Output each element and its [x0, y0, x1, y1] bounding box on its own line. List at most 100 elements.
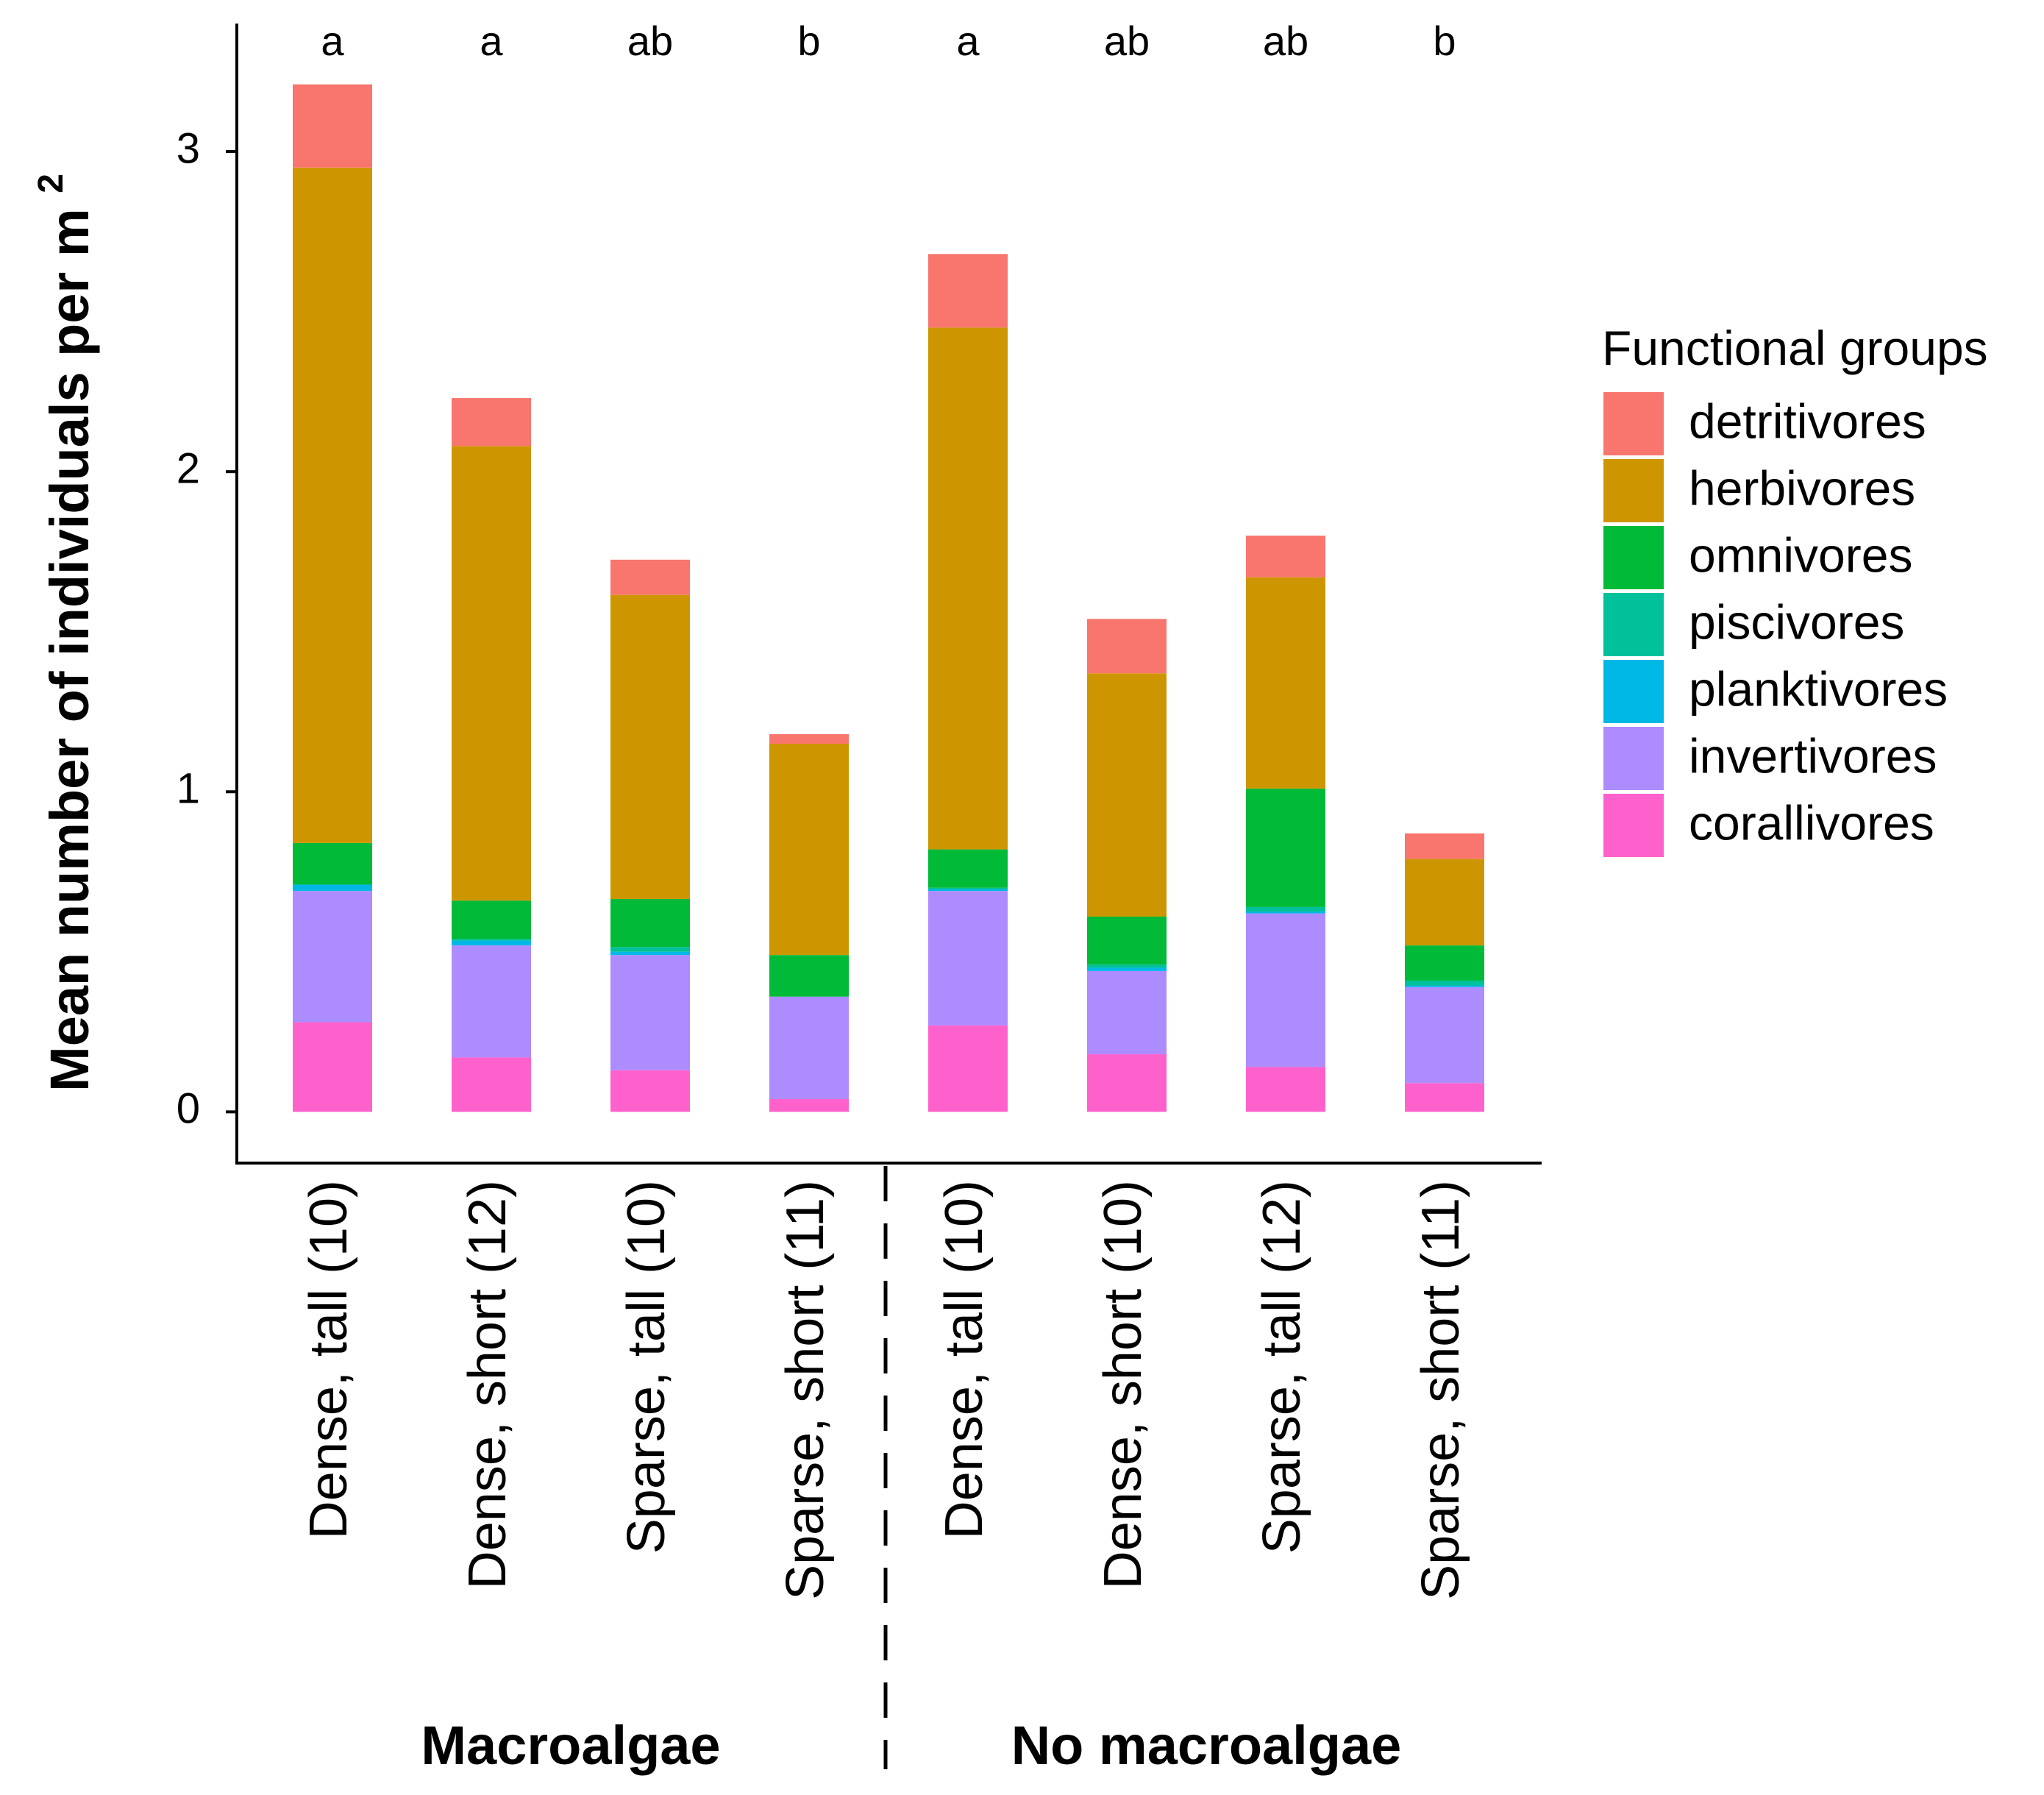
bar-segment-invertivores-7: [1246, 913, 1325, 1067]
bar-segment-piscivores-8: [1405, 980, 1484, 986]
legend-label-piscivores: piscivores: [1689, 594, 1904, 649]
legend-label-omnivores: omnivores: [1689, 527, 1912, 582]
bar-segment-corallivores-8: [1405, 1083, 1484, 1112]
bar-segment-planktivores-7: [1246, 911, 1325, 914]
significance-letter-8: b: [1433, 18, 1456, 64]
legend-label-detritivores: detritivores: [1689, 394, 1926, 448]
category-labels: Dense, tall (10) Dense, short (12) Sparse,…: [299, 1180, 1470, 1600]
bar-stack-3: [610, 559, 690, 1112]
bar-segment-detritivores-3: [610, 559, 690, 595]
category-label-2: Dense, short (12): [458, 1180, 517, 1589]
bar-segment-invertivores-4: [769, 996, 849, 1099]
y-tick-label-2: 2: [177, 444, 200, 492]
y-tick-label-1: 1: [177, 765, 200, 813]
legend-swatch-detritivores: [1603, 392, 1664, 455]
legend-swatch-invertivores: [1603, 727, 1664, 790]
significance-letter-1: a: [321, 18, 344, 64]
bar-segment-herbivores-5: [928, 327, 1008, 850]
legend: Functional groups detritivores herbivores…: [1602, 321, 1988, 857]
bar-segment-detritivores-2: [452, 398, 531, 447]
legend-swatch-herbivores: [1603, 459, 1664, 522]
bar-stack-7: [1246, 536, 1325, 1112]
bar-segment-invertivores-8: [1405, 987, 1484, 1084]
y-axis-title-superscript: 2: [32, 174, 71, 193]
category-label-7: Sparse, tall (12): [1253, 1180, 1311, 1554]
bar-segment-invertivores-5: [928, 891, 1008, 1026]
bar-segment-planktivores-2: [452, 940, 531, 946]
bar-stack-5: [928, 254, 1008, 1112]
bar-stack-8: [1405, 833, 1484, 1112]
bar-segment-omnivores-4: [769, 955, 849, 997]
bar-segment-invertivores-6: [1087, 970, 1167, 1055]
significance-letter-2: a: [480, 18, 503, 64]
bar-segment-omnivores-8: [1405, 945, 1484, 981]
significance-letter-4: b: [797, 18, 820, 64]
significance-letters: a a ab b a ab ab b: [321, 18, 1456, 64]
y-axis-title: Mean number of individuals per m 2: [32, 174, 100, 1092]
bar-segment-corallivores-5: [928, 1025, 1008, 1112]
bars-layer: [293, 84, 1484, 1112]
bar-segment-corallivores-1: [293, 1022, 372, 1112]
bar-segment-herbivores-2: [452, 446, 531, 901]
category-label-3: Sparse, tall (10): [617, 1180, 676, 1554]
axes-layer: [235, 24, 1542, 1769]
group-label-1: Macroalgae: [421, 1715, 720, 1776]
y-axis-title-text: Mean number of individuals per m: [39, 208, 100, 1092]
bar-segment-omnivores-1: [293, 842, 372, 885]
legend-swatch-omnivores: [1603, 526, 1664, 589]
bar-segment-planktivores-8: [1405, 985, 1484, 987]
y-ticks: 0 1 2 3: [177, 124, 237, 1133]
bar-segment-omnivores-7: [1246, 788, 1325, 907]
bar-segment-detritivores-5: [928, 254, 1008, 328]
significance-letter-7: ab: [1263, 18, 1308, 64]
bar-stack-2: [452, 398, 531, 1112]
legend-swatch-piscivores: [1603, 593, 1664, 656]
bar-stack-4: [769, 733, 849, 1112]
significance-letter-5: a: [956, 18, 980, 64]
bar-segment-omnivores-5: [928, 849, 1008, 888]
bar-segment-corallivores-7: [1246, 1067, 1325, 1112]
bar-segment-omnivores-3: [610, 899, 690, 948]
bar-segment-detritivores-6: [1087, 619, 1167, 674]
category-label-6: Dense, short (10): [1094, 1180, 1153, 1589]
legend-label-corallivores: corallivores: [1689, 795, 1934, 850]
bar-segment-detritivores-7: [1246, 536, 1325, 577]
bar-segment-detritivores-8: [1405, 833, 1484, 859]
legend-title: Functional groups: [1602, 321, 1988, 375]
category-label-4: Sparse, short (11): [776, 1180, 835, 1600]
bar-segment-herbivores-4: [769, 744, 849, 956]
bar-segment-corallivores-6: [1087, 1054, 1167, 1112]
legend-swatch-corallivores: [1603, 794, 1664, 857]
bar-segment-corallivores-4: [769, 1098, 849, 1112]
bar-segment-planktivores-3: [610, 951, 690, 956]
bar-segment-piscivores-2: [452, 939, 531, 941]
bar-segment-piscivores-6: [1087, 964, 1167, 968]
bar-segment-planktivores-6: [1087, 967, 1167, 971]
bar-segment-herbivores-3: [610, 594, 690, 900]
group-labels: Macroalgae No macroalgae: [421, 1715, 1401, 1776]
bar-segment-detritivores-4: [769, 733, 849, 744]
bar-segment-piscivores-3: [610, 947, 690, 952]
bar-segment-invertivores-3: [610, 955, 690, 1070]
significance-letter-6: ab: [1104, 18, 1150, 64]
bar-segment-herbivores-1: [293, 167, 372, 843]
bar-segment-omnivores-2: [452, 900, 531, 939]
significance-letter-3: ab: [627, 18, 673, 64]
bar-segment-piscivores-5: [928, 887, 1008, 889]
legend-swatch-planktivores: [1603, 660, 1664, 723]
legend-label-herbivores: herbivores: [1689, 461, 1915, 515]
bar-segment-herbivores-8: [1405, 859, 1484, 946]
bar-segment-invertivores-2: [452, 945, 531, 1058]
bar-segment-herbivores-6: [1087, 673, 1167, 917]
bar-stack-1: [293, 84, 372, 1112]
bar-segment-corallivores-3: [610, 1070, 690, 1112]
group-label-2: No macroalgae: [1011, 1715, 1402, 1776]
bar-stack-6: [1087, 619, 1167, 1112]
legend-items: detritivores herbivores omnivores piscivore…: [1603, 392, 1948, 857]
legend-label-invertivores: invertivores: [1689, 728, 1937, 783]
category-label-8: Sparse, short (11): [1411, 1180, 1470, 1600]
bar-segment-planktivores-5: [928, 889, 1008, 892]
legend-label-planktivores: planktivores: [1689, 661, 1948, 716]
bar-segment-planktivores-1: [293, 884, 372, 892]
bar-segment-corallivores-2: [452, 1057, 531, 1112]
